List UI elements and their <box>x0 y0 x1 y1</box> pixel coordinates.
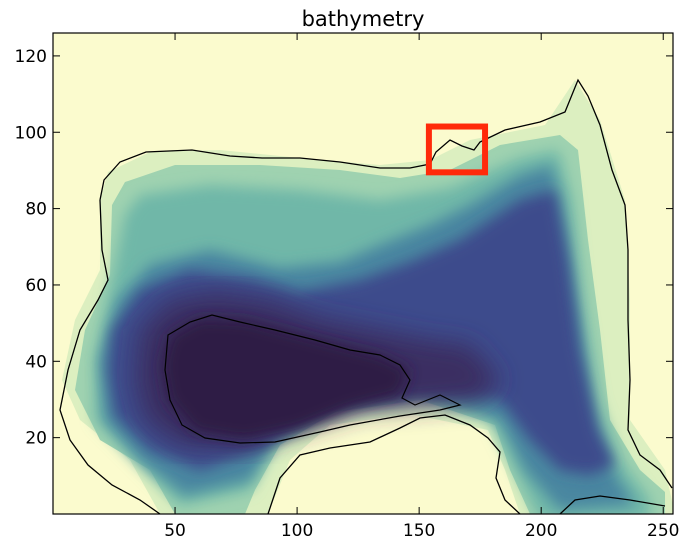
x-tick-label: 150 <box>403 521 435 541</box>
coastline-contour <box>99 78 673 489</box>
y-tick-label: 120 <box>15 47 47 67</box>
highlight-box <box>425 123 489 176</box>
deep-contour <box>164 314 462 444</box>
y-tick-label: 80 <box>25 200 47 220</box>
southeast-coastline-contour <box>559 495 666 514</box>
south-coastline-contour <box>267 414 521 514</box>
plot-frame <box>52 32 674 515</box>
x-tick-label: 50 <box>164 521 186 541</box>
x-tick-label: 100 <box>281 521 313 541</box>
x-tick-label: 250 <box>647 521 679 541</box>
x-tick-label: 200 <box>525 521 557 541</box>
plot-area <box>53 33 673 514</box>
y-tick-label: 100 <box>15 123 47 143</box>
trench-region <box>162 318 410 440</box>
y-tick-label: 40 <box>25 352 47 372</box>
ocean-fill <box>62 80 673 514</box>
y-tick-label: 60 <box>25 276 47 296</box>
y-tick-label: 20 <box>25 429 47 449</box>
chart-title: bathymetry <box>302 7 425 31</box>
west-coastline-contour <box>59 199 161 514</box>
axis-ticks: 50 100 150 200 250 20 40 60 80 100 120 <box>15 33 679 541</box>
